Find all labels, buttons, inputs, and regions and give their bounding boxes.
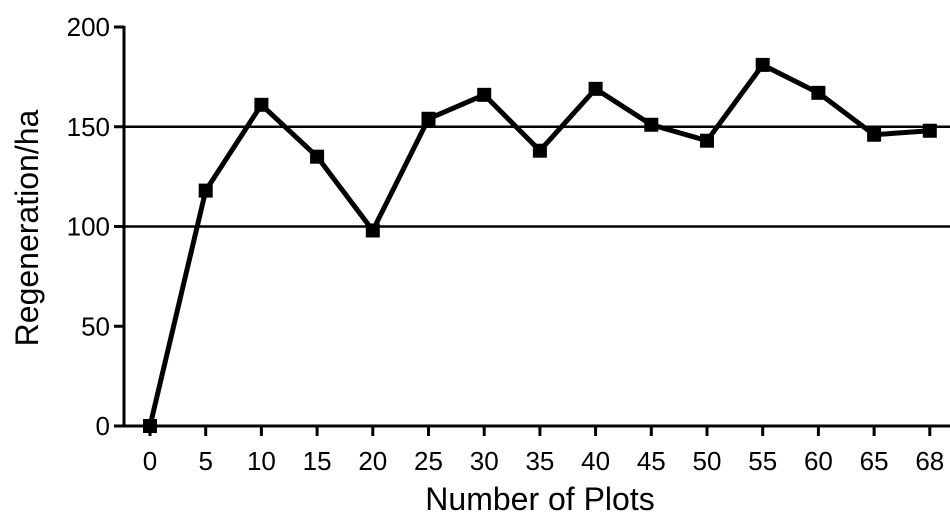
data-point-marker [588,81,603,96]
x-tick-label: 10 [247,446,276,476]
data-point-marker [365,223,380,238]
data-point-marker [867,127,882,142]
x-tick-label: 68 [915,446,944,476]
data-point-marker [421,111,436,126]
y-tick-label: 0 [96,411,110,441]
x-tick-label: 60 [804,446,833,476]
series-layer [143,57,937,433]
data-point-marker [755,57,770,72]
y-tick-label: 150 [67,112,110,142]
data-point-marker [310,149,325,164]
data-point-marker [532,143,547,158]
data-point-marker [644,117,659,132]
x-tick-label: 5 [198,446,212,476]
x-axis-ticks: 0 5 10 15 20 25 30 35 40 45 50 55 60 65 68 [143,426,944,476]
reference-lines [124,125,950,228]
y-axis-ticks: 0 50 100 150 200 [67,12,124,441]
data-point-marker [811,85,826,100]
data-point-marker [922,123,937,138]
y-tick-label: 100 [67,212,110,242]
x-tick-label: 55 [748,446,777,476]
y-tick-label: 200 [67,12,110,42]
x-tick-label: 15 [303,446,332,476]
x-tick-label: 35 [525,446,554,476]
x-tick-label: 40 [581,446,610,476]
data-point-marker [254,97,269,112]
x-tick-label: 45 [637,446,666,476]
y-tick-label: 50 [81,311,110,341]
x-tick-label: 25 [414,446,443,476]
x-tick-label: 65 [860,446,889,476]
series-line [147,61,930,427]
x-axis-title: Number of Plots [425,481,654,517]
x-tick-label: 50 [693,446,722,476]
x-tick-label: 0 [143,446,157,476]
data-point-marker [143,419,157,433]
data-point-marker [700,133,714,148]
x-tick-label: 20 [358,446,387,476]
y-axis-title: Regeneration/ha [9,109,45,346]
data-point-marker [198,183,213,198]
x-tick-label: 30 [470,446,499,476]
data-point-marker [477,87,492,102]
